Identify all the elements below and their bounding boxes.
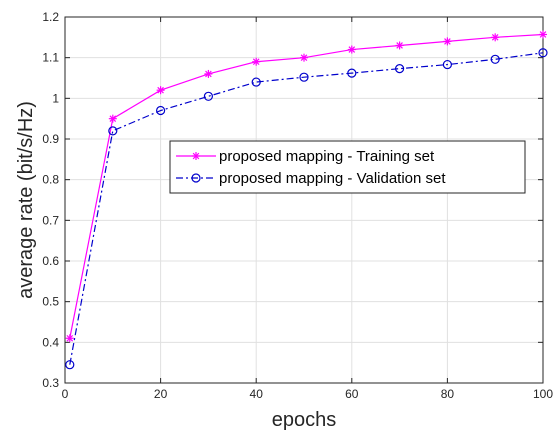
series-0-point-4 (252, 57, 261, 66)
series-1-point-4 (251, 77, 261, 87)
series-1-point-1 (108, 126, 118, 136)
y-tick-label-8: 1.1 (42, 51, 59, 65)
series-1-point-8 (442, 59, 452, 70)
series-0-point-10 (539, 30, 547, 39)
axes: 0 20 40 60 80 100 0.3 0.4 0.5 0.6 0.7 0.8 0.9 1 1.1 1.2 (42, 10, 553, 401)
series-1-point-2 (156, 105, 166, 116)
series-1-point-10 (538, 48, 548, 58)
series-line-1 (69, 52, 544, 365)
series-0-point-5 (300, 53, 308, 62)
x-axis-title: epochs (272, 409, 337, 431)
y-tick-label-4: 0.7 (42, 213, 59, 227)
y-tick-label-0: 0.3 (42, 376, 59, 390)
series-1-point-6 (347, 68, 357, 78)
series-0-point-2 (156, 86, 165, 95)
legend-marker-0 (192, 152, 200, 160)
x-tick-label-1: 20 (154, 387, 168, 401)
series-0-point-1 (108, 114, 117, 123)
x-tick-label-3: 60 (345, 387, 359, 401)
series-0-point-3 (204, 69, 213, 78)
legend-box (169, 140, 526, 194)
series-0-point-7 (395, 41, 404, 50)
legend-label-1: proposed mapping - Validation set (219, 170, 446, 187)
series-0-point-8 (443, 37, 452, 46)
y-tick-label-6: 0.9 (42, 132, 59, 146)
y-tick-label-9: 1.2 (42, 10, 59, 24)
x-tick-label-0: 0 (62, 387, 69, 401)
y-axis-title: average rate (bit/s/Hz) (15, 101, 37, 299)
x-tick-label-2: 40 (250, 387, 264, 401)
y-tick-label-1: 0.4 (42, 335, 59, 349)
series-1-point-9 (490, 54, 500, 64)
series-1-point-3 (203, 91, 213, 101)
plot-area (65, 17, 543, 383)
series-1-point-7 (395, 64, 405, 74)
series-1-point-5 (299, 72, 309, 82)
y-tick-label-7: 1 (52, 91, 59, 105)
y-tick-label-5: 0.8 (42, 173, 59, 187)
y-tick-label-2: 0.5 (42, 295, 59, 309)
x-tick-label-4: 80 (441, 387, 455, 401)
series-1-point-0 (65, 360, 75, 370)
legend-marker-1 (191, 173, 201, 183)
series-layer (65, 30, 548, 370)
legend-label-0: proposed mapping - Training set (219, 148, 435, 165)
x-tick-label-5: 100 (533, 387, 553, 401)
series-0-point-6 (347, 45, 356, 54)
axes-box (64, 16, 544, 384)
legend: proposed mapping - Training set proposed … (169, 140, 526, 194)
series-0-point-0 (65, 334, 74, 343)
series-0-point-9 (491, 33, 500, 42)
y-tick-label-3: 0.6 (42, 254, 59, 268)
